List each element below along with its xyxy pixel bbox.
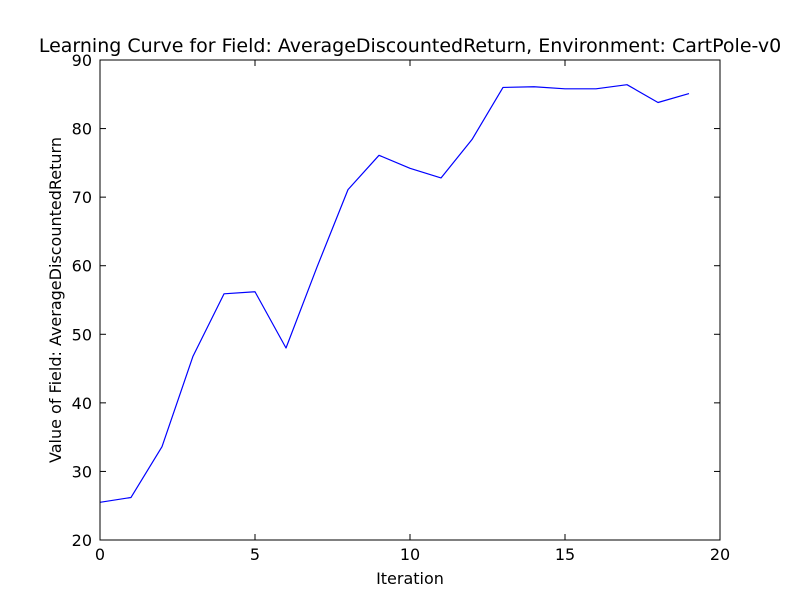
chart-title: Learning Curve for Field: AverageDiscoun… bbox=[39, 35, 781, 57]
x-tick-label: 20 bbox=[710, 545, 730, 564]
y-tick-label: 50 bbox=[72, 325, 92, 344]
y-tick-label: 40 bbox=[72, 394, 92, 413]
plot-area-frame bbox=[99, 59, 721, 541]
y-tick-label: 70 bbox=[72, 188, 92, 207]
x-tick-label: 15 bbox=[555, 545, 575, 564]
y-tick-label: 80 bbox=[72, 120, 92, 139]
series-line bbox=[99, 84, 690, 503]
y-tick-label: 20 bbox=[72, 531, 92, 550]
y-axis-label: Value of Field: AverageDiscountedReturn bbox=[46, 137, 65, 463]
x-tick-label: 10 bbox=[400, 545, 420, 564]
x-tick-label: 5 bbox=[250, 545, 260, 564]
x-axis-label: Iteration bbox=[376, 569, 444, 588]
x-tick-label: 0 bbox=[95, 545, 105, 564]
y-tick-label: 60 bbox=[72, 257, 92, 276]
y-tick-label: 30 bbox=[72, 462, 92, 481]
y-tick-label: 90 bbox=[72, 51, 92, 70]
